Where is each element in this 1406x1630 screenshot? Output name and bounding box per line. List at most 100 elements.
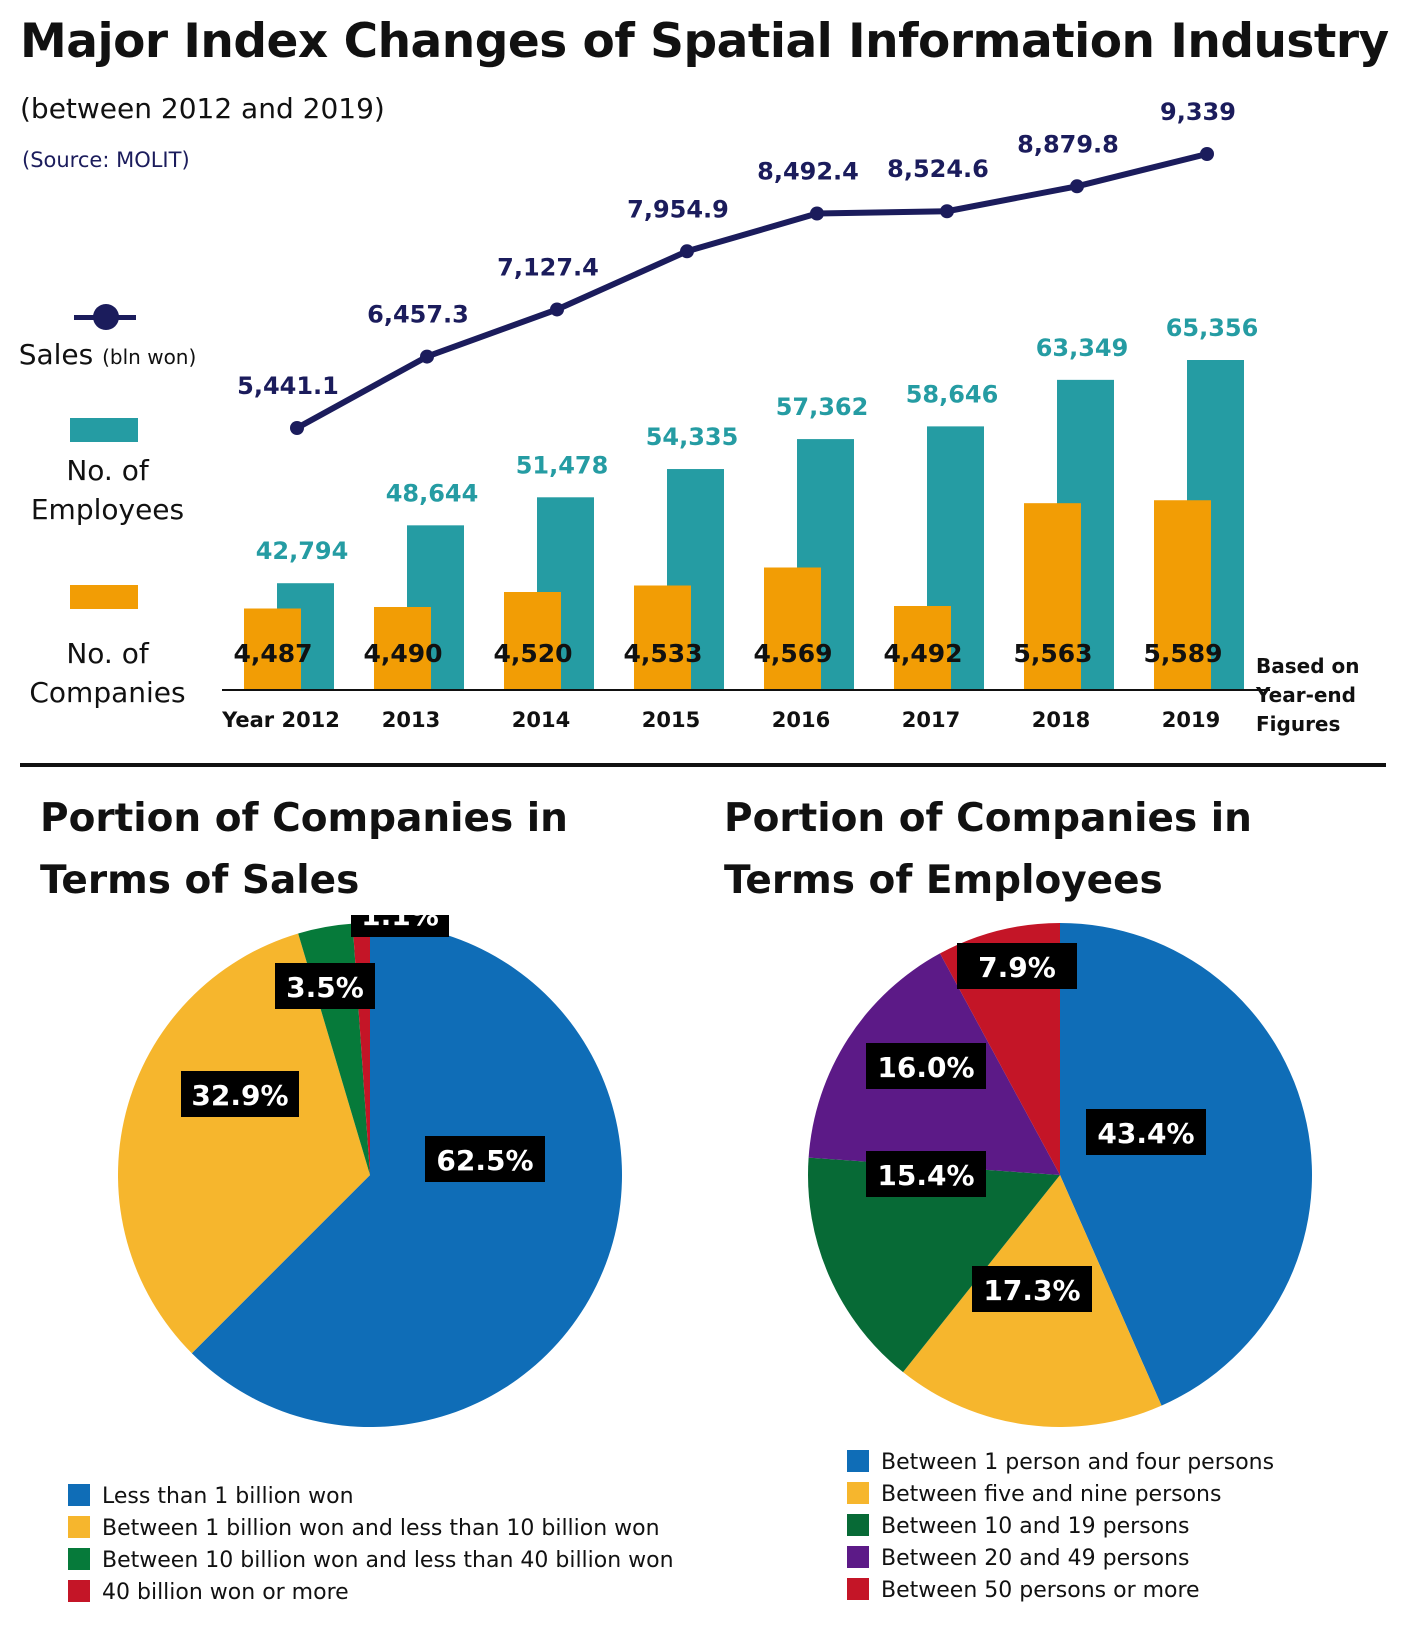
companies-bar bbox=[1024, 503, 1081, 690]
sales-data-label: 9,339 bbox=[1160, 98, 1236, 126]
pie-slice bbox=[1060, 923, 1312, 1406]
legend-swatch bbox=[847, 1450, 869, 1472]
sales-dot-swatch bbox=[93, 304, 119, 330]
sales-data-label: 7,127.4 bbox=[497, 253, 599, 281]
legend-label: Between 10 and 19 persons bbox=[881, 1514, 1190, 1539]
pie-data-label: 16.0% bbox=[866, 1043, 986, 1089]
legend-item: Between 10 billion won and less than 40 … bbox=[68, 1546, 674, 1576]
employees-data-label: 65,356 bbox=[1166, 314, 1259, 342]
legend-employees-line1: No. of bbox=[66, 454, 149, 487]
pie-label-text: 32.9% bbox=[191, 1079, 288, 1112]
legend-item: Between 20 and 49 persons bbox=[847, 1544, 1189, 1574]
companies-data-label: 5,563 bbox=[1013, 639, 1092, 668]
pie-label-text: 3.5% bbox=[286, 971, 364, 1004]
source-note: (Source: MOLIT) bbox=[22, 148, 190, 172]
employees-data-label: 51,478 bbox=[516, 451, 609, 479]
pie-label-box bbox=[275, 963, 375, 1009]
note-line1: Based on bbox=[1256, 654, 1360, 678]
employees-data-label: 54,335 bbox=[646, 423, 739, 451]
pie-label-box bbox=[972, 1266, 1092, 1312]
pie-slice bbox=[191, 923, 622, 1427]
chart-subtitle: (between 2012 and 2019) bbox=[20, 92, 385, 125]
legend-employees-line2: Employees bbox=[30, 493, 185, 526]
legend-swatch bbox=[847, 1482, 869, 1504]
pie-label-box bbox=[866, 1151, 986, 1197]
legend-companies-line2: Companies bbox=[29, 676, 186, 709]
legend-item: Between five and nine persons bbox=[847, 1480, 1221, 1510]
employees-data-label: 63,349 bbox=[1036, 334, 1129, 362]
legend-sales: Sales (bln won) bbox=[0, 336, 215, 376]
legend-label: 40 billion won or more bbox=[102, 1580, 349, 1605]
note-line3: Figures bbox=[1256, 712, 1341, 736]
sales-data-label: 6,457.3 bbox=[367, 301, 469, 329]
companies-bar bbox=[374, 607, 431, 690]
x-tick-label: 2013 bbox=[382, 708, 440, 732]
companies-data-label: 4,569 bbox=[753, 639, 832, 668]
sales-data-label: 8,879.8 bbox=[1017, 130, 1119, 158]
employees-data-label: 57,362 bbox=[776, 393, 869, 421]
companies-data-label: 5,589 bbox=[1143, 639, 1222, 668]
x-tick-label: 2014 bbox=[512, 708, 570, 732]
sales-point bbox=[810, 206, 824, 221]
companies-data-label: 4,490 bbox=[363, 639, 442, 668]
note-line2: Year-end bbox=[1256, 683, 1356, 707]
pie-label-box bbox=[351, 915, 449, 937]
legend-swatch bbox=[847, 1578, 869, 1600]
companies-data-label: 4,492 bbox=[883, 639, 962, 668]
companies-bar bbox=[244, 608, 301, 690]
pie-label-text: 16.0% bbox=[877, 1051, 974, 1084]
sales-data-label: 5,441.1 bbox=[237, 372, 339, 400]
sales-point bbox=[940, 204, 954, 219]
legend-item: Less than 1 billion won bbox=[68, 1482, 354, 1512]
pie-label-text: 7.9% bbox=[978, 951, 1056, 984]
legend-sales-label: Sales bbox=[18, 338, 94, 371]
legend-swatch bbox=[847, 1514, 869, 1536]
pie-data-label: 1.1% bbox=[351, 915, 449, 937]
sales-point bbox=[550, 302, 564, 317]
combo-chart: 42,794 4,487 Year 2012 48,644 4,490 2013 51,47… bbox=[221, 98, 1270, 732]
legend-swatch bbox=[68, 1548, 90, 1570]
pie-data-label: 7.9% bbox=[957, 943, 1077, 989]
sales-point bbox=[680, 244, 694, 259]
pie-data-label: 32.9% bbox=[181, 1071, 299, 1117]
companies-swatch bbox=[70, 585, 138, 609]
sales-point bbox=[1200, 147, 1214, 161]
pie-slice bbox=[117, 933, 371, 1354]
year-end-note: Based on Year-end Figures bbox=[1256, 652, 1359, 739]
pie-label-box bbox=[1086, 1109, 1206, 1155]
employees-swatch bbox=[70, 418, 138, 442]
legend-swatch bbox=[68, 1516, 90, 1538]
legend-label: Less than 1 billion won bbox=[102, 1484, 354, 1509]
sales-point bbox=[290, 421, 304, 435]
employees-data-label: 48,644 bbox=[386, 479, 479, 507]
pie-label-text: 15.4% bbox=[877, 1159, 974, 1192]
legend-item: 40 billion won or more bbox=[68, 1578, 349, 1608]
legend-swatch bbox=[68, 1484, 90, 1506]
pie-sales: 62.5% 32.9% 3.5% 1.1% bbox=[117, 915, 622, 1427]
pie-data-label: 3.5% bbox=[275, 963, 375, 1009]
x-tick-label: 2015 bbox=[642, 708, 700, 732]
section-divider bbox=[20, 763, 1386, 767]
legend-label: Between 20 and 49 persons bbox=[881, 1546, 1190, 1571]
x-tick-label: Year 2012 bbox=[221, 708, 340, 732]
sales-data-label: 8,492.4 bbox=[757, 158, 859, 186]
combo-legend: Sales (bln won) No. of Employees No. of … bbox=[0, 300, 215, 740]
legend-swatch bbox=[847, 1546, 869, 1568]
legend-item: Between 1 person and four persons bbox=[847, 1448, 1274, 1478]
pie-employees: 43.4% 17.3% 15.4% 16.0% 7.9% bbox=[808, 923, 1312, 1427]
pie-data-label: 15.4% bbox=[866, 1151, 986, 1197]
x-tick-label: 2019 bbox=[1162, 708, 1220, 732]
x-tick-label: 2017 bbox=[902, 708, 960, 732]
pie-label-box bbox=[181, 1071, 299, 1117]
sales-data-label: 7,954.9 bbox=[627, 195, 729, 223]
employees-data-label: 58,646 bbox=[906, 380, 999, 408]
companies-data-label: 4,533 bbox=[623, 639, 702, 668]
pie-label-text: 1.1% bbox=[361, 915, 439, 932]
legend-companies-line1: No. of bbox=[66, 637, 149, 670]
pie-label-text: 43.4% bbox=[1097, 1117, 1194, 1150]
legend-label: Between 10 billion won and less than 40 … bbox=[102, 1548, 674, 1573]
x-tick-label: 2016 bbox=[772, 708, 830, 732]
sales-line bbox=[295, 151, 1208, 431]
sales-point bbox=[420, 349, 434, 364]
legend-sales-unit: (bln won) bbox=[102, 345, 197, 369]
